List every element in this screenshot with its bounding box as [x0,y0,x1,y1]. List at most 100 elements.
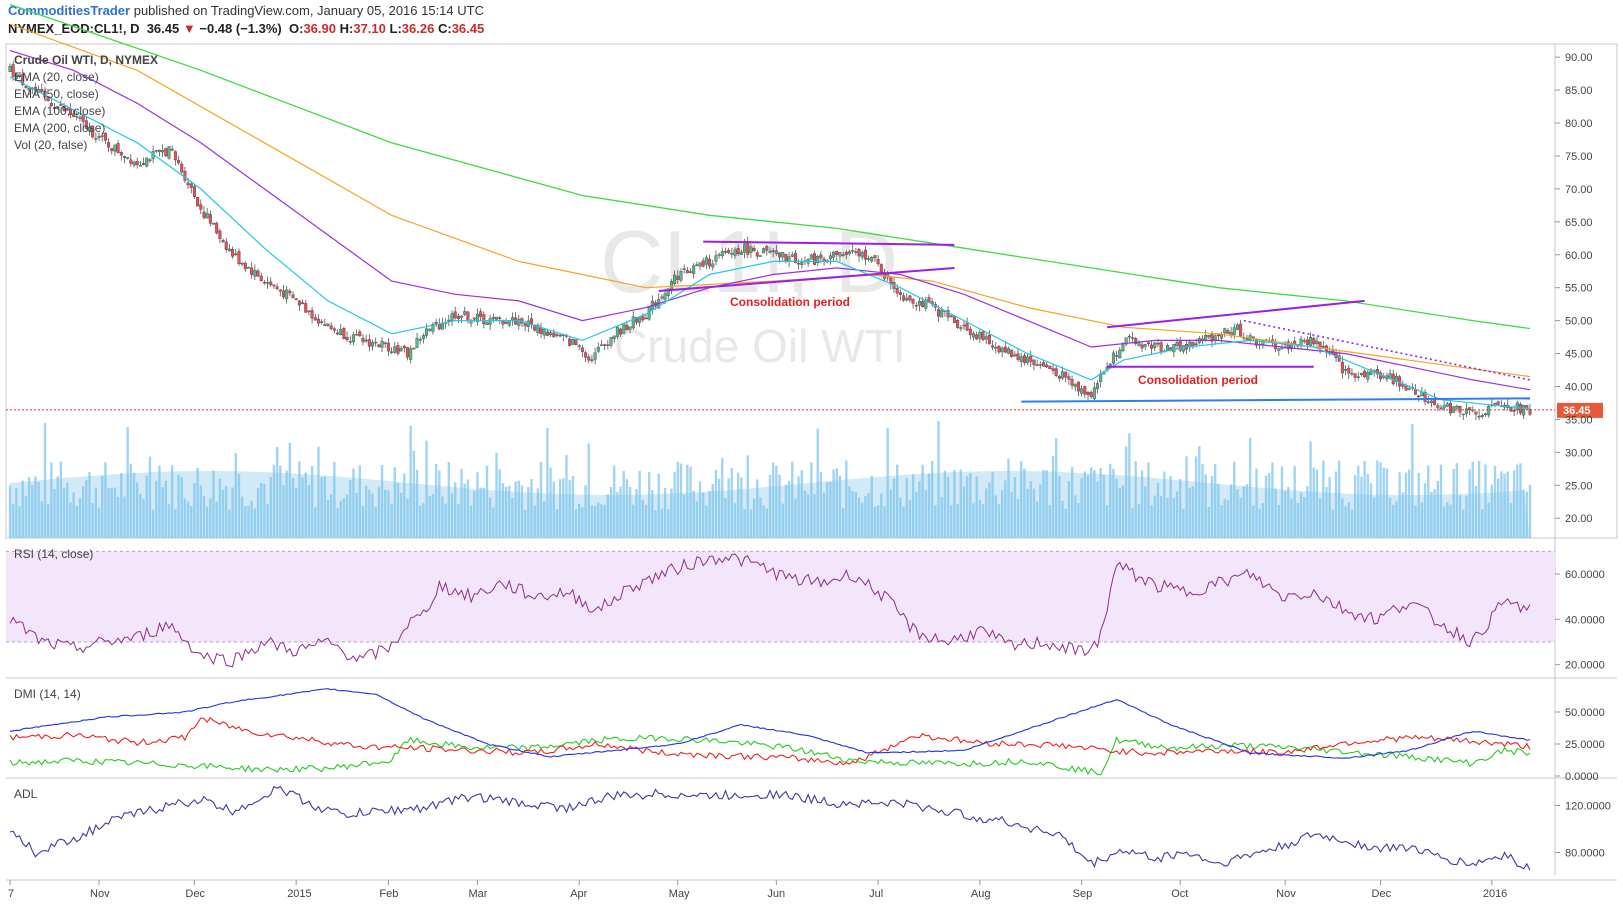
volume-bar [1191,486,1195,538]
time-tick-label: Aug [971,888,991,900]
volume-bar [148,456,152,538]
volume-bar [1140,470,1144,538]
volume-bar [1029,481,1032,538]
candle-body [1312,338,1316,345]
candle-body [685,270,689,274]
volume-bar [266,503,269,538]
volume-bar [390,503,393,538]
volume-bar [298,461,301,538]
candle-body [488,318,492,325]
dmi-title: DMI (14, 14) [14,687,81,701]
candle-body [911,299,915,304]
candle-body [1159,342,1163,352]
candle-body [65,108,69,111]
candle-body [72,113,76,117]
candle-body [1216,334,1220,337]
volume-bar [1468,469,1471,538]
candle-body [240,262,244,265]
candle-body [1038,364,1042,366]
candle-body [1388,373,1392,379]
candle-body [266,282,270,284]
candle-body [313,317,317,321]
volume-bar [721,457,724,538]
candle-body [97,136,101,138]
time-tick-label: 7 [8,888,14,900]
candle-body [1429,400,1433,403]
candle-body [749,246,753,253]
volume-bar [657,473,660,538]
volume-bar [336,508,339,538]
candle-body [1239,323,1243,337]
candle-body [1286,341,1290,350]
volume-bar [1338,460,1341,538]
volume-bar [1525,491,1529,538]
candle-body [1175,342,1179,346]
candle-body [87,127,91,132]
volume-bar [1315,469,1319,538]
volume-bar [1369,483,1373,538]
volume-bar [806,494,810,538]
volume-bar [711,484,714,538]
candle-body [908,295,912,301]
candle-body [466,311,470,322]
time-tick-label: 2016 [1483,888,1507,900]
candle-body [596,346,600,352]
volume-bar [1264,475,1268,538]
candle-body [917,300,921,306]
candle-body [323,324,327,326]
candle-body [965,322,969,331]
volume-bar [479,487,482,538]
volume-bar [1452,468,1455,538]
candle-body [498,317,502,319]
volume-bar [415,469,419,538]
candle-body [358,331,362,337]
candle-body [1305,339,1309,345]
volume-bar [1252,505,1255,538]
candle-body [329,325,333,329]
candle-body [148,159,152,162]
candle-body [1518,404,1522,414]
volume-bar [921,464,924,538]
volume-bar [441,496,444,538]
volume-bar [463,483,466,538]
candle-body [272,284,276,287]
volume-bar [994,495,997,538]
volume-bar [1465,496,1468,538]
candle-body [787,256,791,262]
candle-body [485,322,489,325]
candle-body [752,248,756,251]
volume-bar [1414,505,1417,538]
volume-bar [1042,469,1045,538]
candle-body [1363,370,1367,378]
candle-body [1350,372,1354,375]
volume-bar [1506,471,1509,538]
open-label: O: [289,21,304,36]
volume-bar [1074,495,1077,538]
candle-body [1000,347,1004,353]
volume-bar [374,506,377,538]
volume-bar [24,495,28,538]
candle-body [739,251,743,255]
candle-body [1439,407,1443,410]
candle-body [18,74,22,77]
volume-bar [1274,488,1277,538]
candle-body [415,338,419,348]
volume-bar [142,499,145,538]
candle-body [1423,391,1427,402]
volume-bar [883,506,886,538]
volume-bar [275,447,279,538]
candle-body [361,337,365,343]
volume-bar [1213,464,1217,538]
volume-bar [873,506,877,538]
candle-body [972,333,976,338]
volume-bar [1497,478,1500,538]
volume-bar [199,485,202,538]
volume-bar [56,476,59,538]
volume-bar [1258,508,1261,538]
volume-bar [161,487,164,538]
volume-bar [460,468,463,538]
candle-body [956,320,960,328]
trendline-cons1-bottom [658,266,955,292]
volume-bar [1226,500,1230,538]
